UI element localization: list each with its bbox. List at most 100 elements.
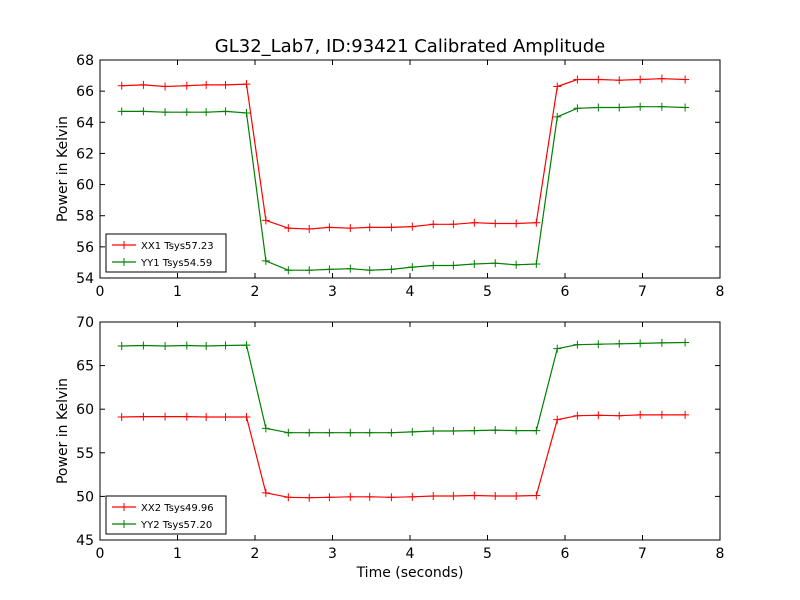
chart-1-series-1-point [429, 427, 438, 435]
chart-0-series-0-point [553, 82, 562, 91]
chart-1-series-0-point [553, 415, 562, 424]
chart-0-ytick-label: 62 [76, 146, 94, 162]
chart-1-xlabel: Time (seconds) [356, 565, 464, 581]
chart-0-series-0-point [346, 224, 355, 233]
chart-1-series-0-point [182, 412, 191, 421]
chart-1-series-0-point [261, 488, 270, 497]
chart-0-xtick-label: 2 [251, 284, 260, 300]
chart-0-series-0-point [657, 74, 666, 83]
chart-0-series-0-point [161, 82, 170, 91]
chart-0-xtick-label: 1 [173, 284, 182, 300]
chart-1-series-0-point [161, 412, 170, 421]
chart-1-ylabel: Power in Kelvin [55, 378, 71, 484]
chart-1-series-1-point [387, 428, 396, 437]
chart-0-legend-marker [120, 241, 128, 249]
chart-0-series-0-point [681, 75, 690, 84]
chart-0-series-1-point [117, 107, 126, 116]
chart-0-ytick-label: 56 [76, 240, 94, 256]
chart-0-series-1-point [242, 108, 251, 117]
chart-0-series-0-point [305, 224, 314, 233]
chart-1-series-1-point [573, 340, 582, 349]
chart-1-series-1-point [161, 341, 170, 350]
chart-1-series-0-point [117, 413, 126, 422]
chart-0-legend-label: XX1 Tsys57.23 [141, 241, 214, 252]
chart-0-series-1-point [261, 256, 270, 265]
chart-1-series-1-point [470, 426, 479, 435]
chart-0-xtick-label: 7 [638, 284, 647, 300]
chart-0-ytick-label: 68 [76, 53, 94, 69]
chart-1-series-1-point [615, 339, 624, 348]
chart-0-series-0-point [470, 218, 479, 227]
chart-1-series-0-point [449, 491, 458, 500]
chart-1-legend-marker [120, 503, 128, 511]
chart-0-series-0-point [532, 218, 541, 227]
chart-1-series-1-point [139, 341, 148, 350]
chart-0-series-1-point [365, 266, 374, 275]
chart-0-xtick-label: 6 [561, 284, 570, 300]
chart-0-series-1-point [470, 259, 479, 268]
chart-1-ytick-label: 50 [76, 489, 94, 505]
chart-0-ytick-label: 58 [76, 209, 94, 225]
chart-1-series-0-point [305, 493, 314, 502]
chart-1-series-1-point [346, 428, 355, 437]
chart-0-series-0-point [284, 224, 293, 233]
chart-1-legend-label: XX2 Tsys49.96 [141, 503, 214, 514]
chart-0-series-0-point [429, 220, 438, 229]
chart-1-series-0-point [491, 491, 500, 500]
chart-0-series-0-point [636, 75, 645, 84]
chart-1-ytick-label: 45 [76, 533, 94, 549]
chart-1-series-1-point [449, 427, 458, 435]
chart-1-series-1-point [491, 426, 500, 435]
chart-1-series-1-point [681, 338, 690, 347]
chart-1-series-0-point [221, 413, 230, 422]
chart-1-series-0-point [242, 413, 251, 422]
chart-0-xtick-label: 3 [328, 284, 337, 300]
chart-0-series-0-point [387, 223, 396, 232]
chart-1-xtick-label: 0 [96, 546, 105, 562]
chart-0-series-0-point [615, 76, 624, 85]
chart-0-series-0-point [117, 81, 126, 90]
chart-1-series-1-point [532, 426, 541, 435]
chart-0-series-1-point [346, 264, 355, 273]
chart-1-xtick-label: 5 [483, 546, 492, 562]
chart-0-series-1-point [681, 103, 690, 112]
chart-0-series-1-point [202, 108, 211, 117]
chart-0-series-0-point [182, 81, 191, 90]
chart-1-xtick-label: 2 [251, 546, 260, 562]
chart-0-ytick-label: 54 [76, 271, 94, 287]
chart-1-series-1-point [408, 427, 417, 436]
chart-0-series-0-line [121, 78, 686, 230]
chart-0-legend-marker [120, 258, 128, 266]
chart-1-xtick-label: 6 [561, 546, 570, 562]
chart-1-xtick-label: 4 [406, 546, 415, 562]
chart-0-series-0-point [365, 223, 374, 232]
chart-1-series-0-point [615, 411, 624, 420]
chart-0-ytick-label: 64 [76, 115, 94, 131]
chart-0-ytick-label: 60 [76, 178, 94, 194]
chart-0-series-1-point [429, 261, 438, 270]
chart-1-series-1-line [121, 341, 686, 434]
chart-1-series-0-point [387, 493, 396, 502]
chart-0-series-1-point [139, 107, 148, 116]
chart-1-series-1-point [305, 428, 314, 437]
chart-0-series-1-point [573, 104, 582, 113]
chart-0-ylabel: Power in Kelvin [55, 116, 71, 222]
chart-1-series-0-line [121, 414, 686, 499]
chart-1-series-0-point [202, 413, 211, 422]
figure-title: GL32_Lab7, ID:93421 Calibrated Amplitude [215, 36, 605, 57]
chart-1-series-0-point [284, 493, 293, 502]
chart-1-legend-label: YY2 Tsys57.20 [140, 520, 212, 531]
chart-0-series-1-point [161, 108, 170, 117]
chart-1-legend: XX2 Tsys49.96 YY2 Tsys57.20 [105, 495, 227, 535]
chart-0-series-0-point [242, 80, 251, 89]
chart-0-series-0-point [261, 216, 270, 225]
chart-0-series-0-point [408, 222, 417, 231]
chart-1-series-0-point [636, 410, 645, 419]
chart-1-series-0-point [408, 492, 417, 501]
chart-0-series-0-point [491, 219, 500, 228]
chart-1-series-0-point [470, 491, 479, 500]
chart-0-ytick-label: 66 [76, 84, 94, 100]
chart-0-series-0-point [512, 219, 521, 228]
